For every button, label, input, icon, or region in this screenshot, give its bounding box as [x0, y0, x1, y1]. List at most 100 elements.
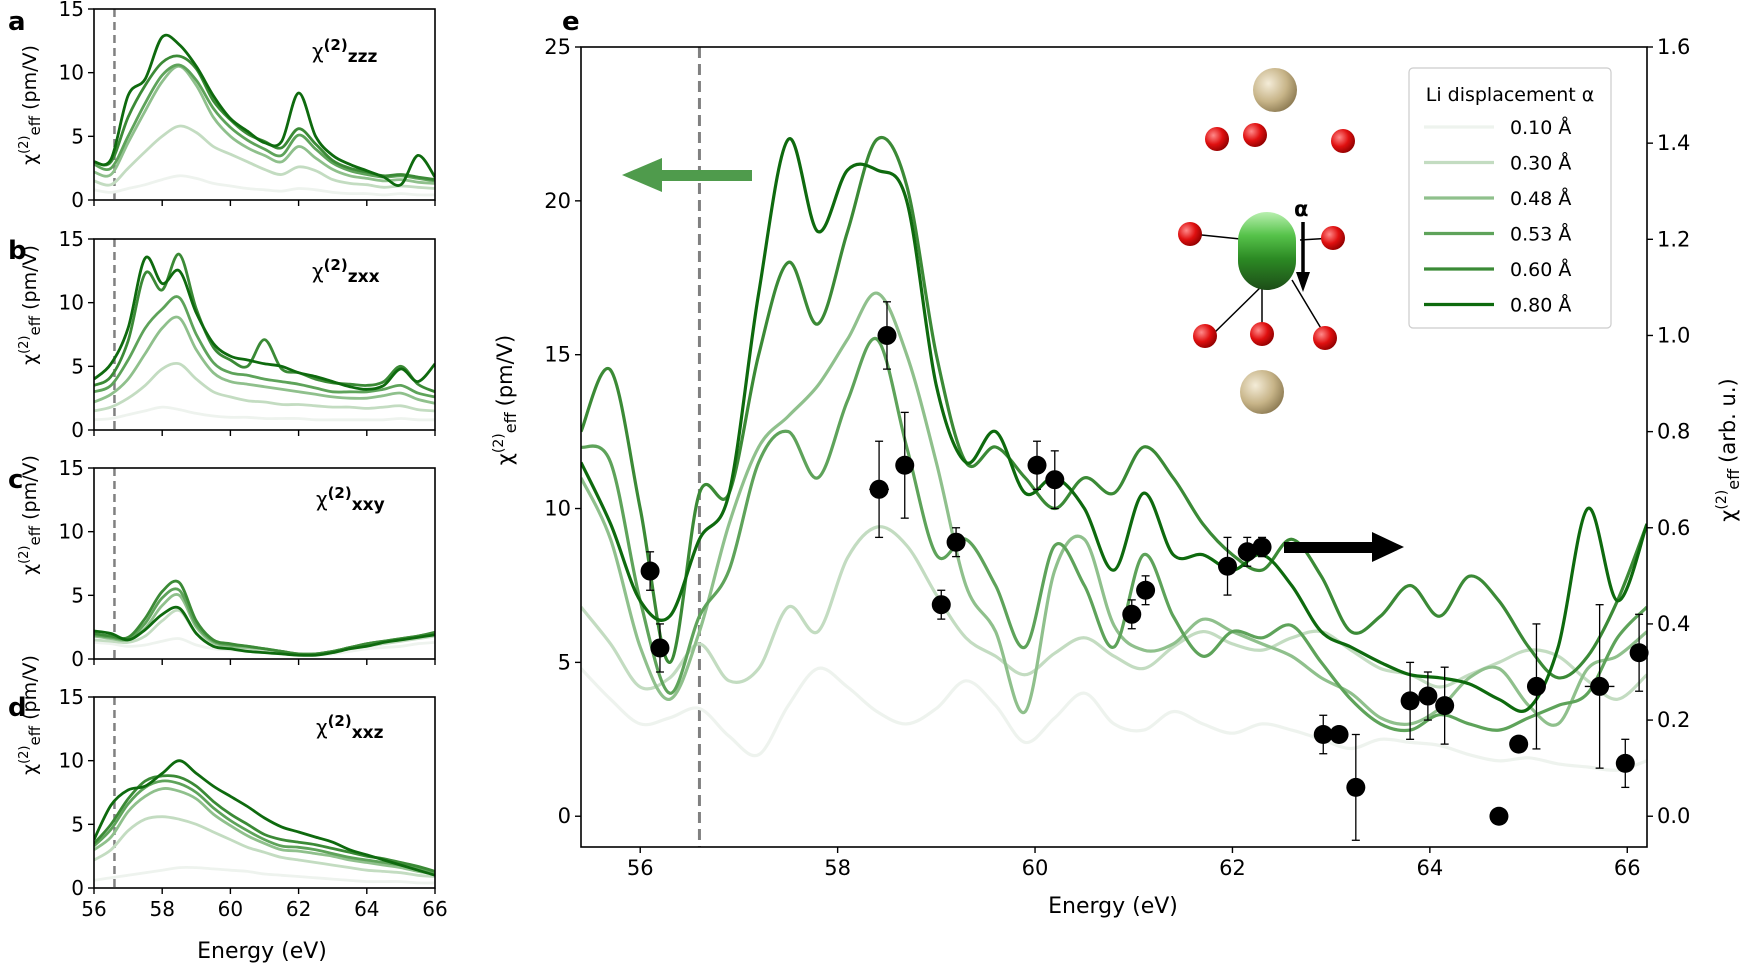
x-tick-label: 66 — [1614, 856, 1641, 880]
right-axis-arrow — [1284, 532, 1404, 562]
y2-tick-label: 1.0 — [1657, 323, 1690, 347]
oxygen-atom — [1321, 226, 1345, 250]
ylabel-a: χ(2)eff (pm/V) — [17, 45, 44, 165]
x-tick-label: 62 — [1219, 856, 1246, 880]
y-tick-label: 5 — [71, 812, 84, 836]
series-line-alpha-0.80 — [94, 33, 435, 187]
ylabel-d-sup: (2) — [17, 745, 32, 763]
series-line-alpha-0.30 — [94, 361, 435, 413]
experimental-point — [1252, 537, 1272, 557]
component-label-a: χ(2)zzz — [312, 36, 378, 67]
experimental-point — [1489, 806, 1509, 826]
panel-a: 0 5 10 15 — [59, 0, 436, 212]
y-tick-label: 15 — [59, 227, 84, 251]
series-line-alpha-0.60 — [94, 774, 435, 873]
bond-1 — [1211, 279, 1269, 336]
experimental-point — [1329, 725, 1349, 744]
y2-tick-label: 0.0 — [1657, 804, 1690, 828]
svg-text:χ(2)eff(pm/V): χ(2)eff (pm/V) — [17, 245, 44, 365]
ylabel-c: χ(2)eff (pm/V) — [17, 455, 44, 575]
y-tick-label: 0 — [558, 804, 571, 828]
y-tick-label: 10 — [59, 61, 84, 85]
legend-label-0.30: 0.30 Å — [1510, 152, 1571, 175]
y-tick-label: 0 — [71, 418, 84, 442]
series-line-alpha-0.10 — [94, 174, 435, 197]
y-tick-label: 15 — [59, 456, 84, 480]
experimental-point — [1435, 696, 1455, 716]
axes-frame — [93, 696, 436, 889]
experimental-point — [1346, 777, 1366, 797]
ylabel-e-left-unit: (pm/V) — [493, 335, 517, 407]
experimental-point — [1615, 753, 1635, 773]
x-tick-label: 62 — [286, 897, 311, 921]
experimental-point — [1590, 676, 1610, 696]
x-tick-label: 64 — [354, 897, 379, 921]
y-tick-label: 20 — [544, 189, 571, 213]
component-main-c: χ — [316, 487, 328, 511]
legend-label-0.60: 0.60 Å — [1510, 258, 1571, 281]
y2-tick-label: 0.8 — [1657, 420, 1690, 444]
series-line-alpha-0.10 — [94, 405, 435, 422]
ylabel-b-unit: (pm/V) — [19, 245, 41, 310]
x-tick-label: 60 — [218, 897, 243, 921]
x-tick-label: 64 — [1416, 856, 1443, 880]
legend-title: Li displacement α — [1426, 84, 1595, 106]
experimental-point — [877, 325, 897, 345]
x-tick-label: 60 — [1022, 856, 1049, 880]
experimental-point — [1526, 676, 1546, 696]
panel-e: 0 5 10 15 20 25 56 58 60 62 64 66 0.0 0.2 0.4 0.6 0.8 1.0… — [544, 35, 1690, 880]
xlabel-small: Energy (eV) — [197, 939, 327, 964]
y2-tick-label: 1.6 — [1657, 35, 1690, 59]
y-tick-label: 0 — [71, 647, 84, 671]
legend-label-0.48: 0.48 Å — [1510, 187, 1571, 210]
series-line-alpha-0.30 — [581, 525, 1647, 701]
ylabel-e-left-main: χ — [493, 453, 517, 465]
displacement-arrow-head — [1296, 272, 1310, 292]
ylabel-e-right-sup: (2) — [1714, 490, 1730, 510]
ylabel-e-right-main: χ — [1716, 510, 1740, 522]
axes-frame — [93, 238, 436, 431]
series-line-alpha-0.53 — [94, 295, 435, 399]
series-line-alpha-0.80 — [94, 605, 435, 657]
y-tick-label: 10 — [59, 749, 84, 773]
ylabel-a-sub: eff — [26, 115, 44, 135]
bond-3 — [1291, 279, 1326, 336]
ylabel-e-left: χ(2)eff (pm/V) — [491, 335, 520, 465]
panel-c: 0 5 10 15 — [59, 456, 436, 671]
component-label-c: χ(2)xxy — [316, 484, 385, 515]
y-tick-label: 0 — [71, 188, 84, 212]
x-tick-label: 58 — [149, 897, 174, 921]
component-sup-b: (2) — [324, 256, 348, 274]
svg-text:χ(2)eff(pm/V): χ(2)eff (pm/V) — [17, 655, 44, 775]
experimental-point — [1313, 725, 1333, 744]
series-line-alpha-0.53 — [94, 63, 435, 183]
panel-d: 0 5 10 15 56 58 60 62 64 66 — [59, 685, 448, 921]
ylabel-c-main: χ — [19, 564, 41, 575]
crystal-structure-inset: α — [1178, 68, 1355, 414]
experimental-point — [1629, 643, 1649, 663]
component-label-b: χ(2)zxx — [312, 256, 380, 287]
ylabel-d-sub: eff — [26, 725, 44, 745]
ylabel-d-main: χ — [19, 764, 41, 775]
legend-label-0.80: 0.80 Å — [1510, 294, 1571, 317]
x-tick-label: 58 — [824, 856, 851, 880]
ylabel-c-unit: (pm/V) — [19, 455, 41, 520]
y-tick-label: 25 — [544, 35, 571, 59]
y-tick-label: 15 — [59, 685, 84, 709]
oxygen-atom — [1193, 324, 1217, 348]
experimental-point — [1418, 686, 1438, 706]
component-main-b: χ — [312, 259, 324, 283]
experimental-point — [946, 532, 966, 552]
experimental-point — [1027, 455, 1047, 475]
series-line-alpha-0.80 — [581, 137, 1647, 713]
oxygen-atom — [1243, 123, 1267, 147]
axes-frame — [580, 46, 1648, 848]
experimental-point — [1136, 580, 1156, 600]
right-arrow-shaft — [1284, 542, 1374, 553]
y-tick-label: 5 — [558, 650, 571, 674]
y-tick-label: 5 — [71, 354, 84, 378]
series-line-alpha-0.48 — [94, 787, 435, 876]
legend-label-0.10: 0.10 Å — [1510, 116, 1571, 139]
oxygen-atom — [1178, 222, 1202, 246]
